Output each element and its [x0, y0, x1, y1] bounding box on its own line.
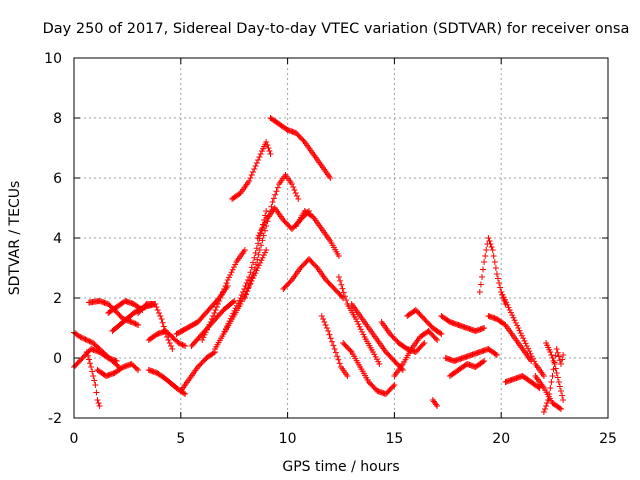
x-axis-ticks: 0 5 10 15 20 25	[70, 58, 617, 447]
series-arc-ag	[446, 358, 488, 379]
y-tick-label: 0	[53, 351, 62, 367]
plus-markers	[94, 361, 142, 379]
plus-markers	[543, 340, 567, 403]
y-axis-ticks: -2 0 2 4 6 8 10	[44, 51, 608, 427]
plus-markers	[83, 349, 103, 409]
y-tick-label: 8	[53, 111, 62, 127]
plus-markers	[318, 313, 351, 379]
plus-markers	[229, 139, 274, 202]
series-arc-x	[335, 274, 383, 367]
x-tick-label: 5	[176, 431, 185, 447]
plus-markers	[145, 328, 189, 349]
plus-markers	[502, 373, 543, 391]
series-arc-ae	[438, 313, 488, 334]
y-axis-label: SDTVAR / TECUs	[7, 181, 23, 296]
plus-markers	[404, 307, 445, 337]
series-arc-al	[532, 373, 564, 412]
series-arc-s	[254, 205, 312, 241]
plus-markers	[293, 208, 342, 259]
plus-markers	[135, 301, 176, 352]
series-arc-ab	[391, 328, 441, 379]
series-arc-an	[543, 340, 567, 403]
series-arc-u	[280, 256, 347, 301]
x-tick-label: 0	[70, 431, 79, 447]
plus-markers	[254, 205, 312, 241]
y-tick-label: 6	[53, 171, 62, 187]
y-tick-label: -2	[48, 411, 62, 427]
plus-markers	[532, 373, 564, 412]
plus-markers	[177, 349, 218, 394]
plus-markers	[442, 346, 500, 364]
series-arc-v	[293, 208, 342, 259]
series-arc-k	[177, 349, 218, 394]
plus-markers	[199, 247, 248, 343]
plus-markers	[498, 289, 547, 379]
series-arc-y	[340, 340, 398, 397]
x-axis-label: GPS time / hours	[282, 459, 399, 475]
plus-markers	[335, 274, 383, 367]
series-arc-w	[318, 313, 351, 379]
plus-markers	[378, 319, 428, 355]
series-arc-af	[442, 346, 500, 364]
series-arc-z	[348, 301, 406, 373]
x-tick-label: 25	[599, 431, 617, 447]
series-arc-d	[94, 361, 142, 379]
series-arc-c	[83, 349, 103, 409]
plus-markers	[280, 256, 347, 301]
plus-markers	[220, 208, 270, 337]
x-tick-label: 20	[492, 431, 510, 447]
series-arc-i	[145, 328, 189, 349]
series-arc-ac	[404, 307, 445, 337]
y-tick-label: 10	[44, 51, 62, 67]
series-arc-ak	[502, 373, 543, 391]
series-arc-p	[220, 208, 270, 337]
grid-lines	[74, 58, 608, 418]
series-arc-ai	[485, 313, 535, 364]
plus-markers	[340, 340, 398, 397]
series-arc-h	[135, 301, 176, 352]
data-points	[71, 115, 567, 415]
plus-markers	[267, 115, 334, 181]
plus-markers	[391, 328, 441, 379]
plus-markers	[446, 358, 488, 379]
series-arc-ad	[429, 397, 441, 409]
series-arc-aa	[378, 319, 428, 355]
series-arc-aj	[498, 289, 547, 379]
x-tick-label: 15	[385, 431, 403, 447]
x-tick-label: 10	[279, 431, 297, 447]
series-arc-t	[267, 115, 334, 181]
plus-markers	[429, 397, 441, 409]
plus-markers	[438, 313, 488, 334]
series-arc-n	[199, 247, 248, 343]
y-tick-label: 4	[53, 231, 62, 247]
plus-markers	[348, 301, 406, 373]
series-arc-q	[229, 139, 274, 202]
chart-title: Day 250 of 2017, Sidereal Day-to-day VTE…	[43, 21, 630, 37]
series-arc-j	[145, 367, 189, 397]
y-tick-label: 2	[53, 291, 62, 307]
plus-markers	[145, 367, 189, 397]
plus-markers	[485, 313, 535, 364]
